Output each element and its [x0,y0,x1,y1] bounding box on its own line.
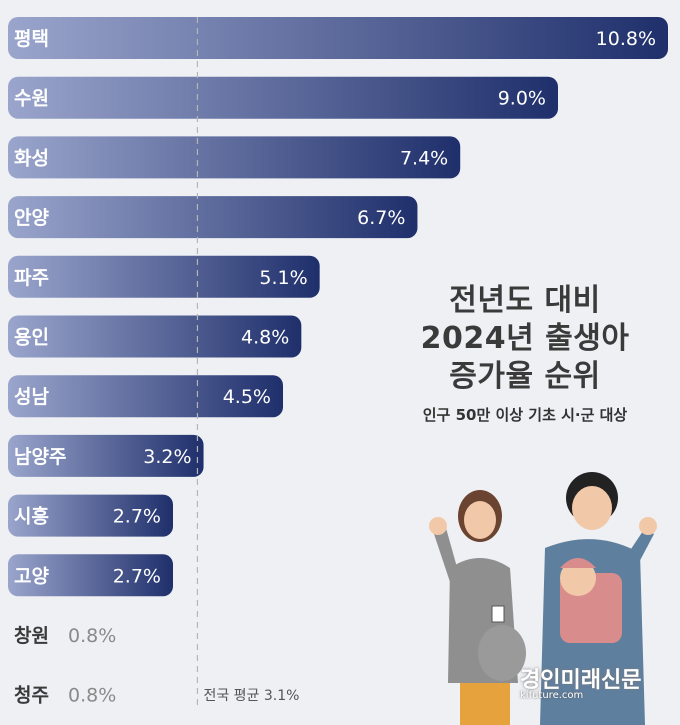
bar [8,76,558,119]
bar [8,315,302,358]
watermark: 경인미래신문 kifuture.com [520,662,641,701]
watermark-sub: kifuture.com [520,690,584,701]
category-label: 수원 [14,88,49,110]
category-label: 파주 [14,267,49,289]
category-label: 시흥 [14,505,49,528]
category-label: 창원 [14,625,49,647]
watermark-main: 경인미래신문 [520,668,642,693]
chart-title-line-1: 전년도 대비 [449,283,601,318]
woman-figure [429,490,526,725]
chart-title-line-2: 2024년 출생아 [420,321,630,356]
bar [8,434,204,477]
value-label: 10.8% [596,28,656,50]
category-label: 청주 [14,685,49,707]
value-label: 4.8% [241,327,289,349]
value-label: 3.2% [143,446,191,468]
bar [8,554,173,597]
man-figure [540,472,657,725]
national-average-label: 전국 평균 3.1% [203,688,299,704]
value-label: 2.7% [113,565,161,587]
category-label: 평택 [14,28,49,50]
category-label: 성남 [14,386,49,408]
bar [8,17,668,59]
bar [8,255,320,298]
bar [8,494,173,537]
category-label: 고양 [14,565,49,587]
value-label: 2.7% [113,506,161,528]
category-label: 남양주 [14,446,66,468]
category-label: 화성 [14,147,49,169]
value-label: 6.7% [357,207,405,229]
value-label: 0.8% [68,625,116,647]
chart-title-line-3: 증가율 순위 [449,359,601,394]
bar [8,196,418,239]
bar [8,375,283,418]
category-label: 용인 [14,327,49,349]
chart-title-block: 전년도 대비 2024년 출생아 증가율 순위 인구 50만 이상 기초 시·군… [380,282,670,425]
value-label: 0.8% [68,685,116,707]
value-label: 9.0% [498,88,546,110]
value-label: 5.1% [259,267,307,289]
bar [8,136,461,179]
chart-subtitle: 인구 50만 이상 기초 시·군 대상 [422,406,628,424]
value-label: 4.5% [223,386,271,408]
category-label: 안양 [14,207,49,229]
family-illustration [429,472,657,725]
value-label: 7.4% [400,147,448,169]
